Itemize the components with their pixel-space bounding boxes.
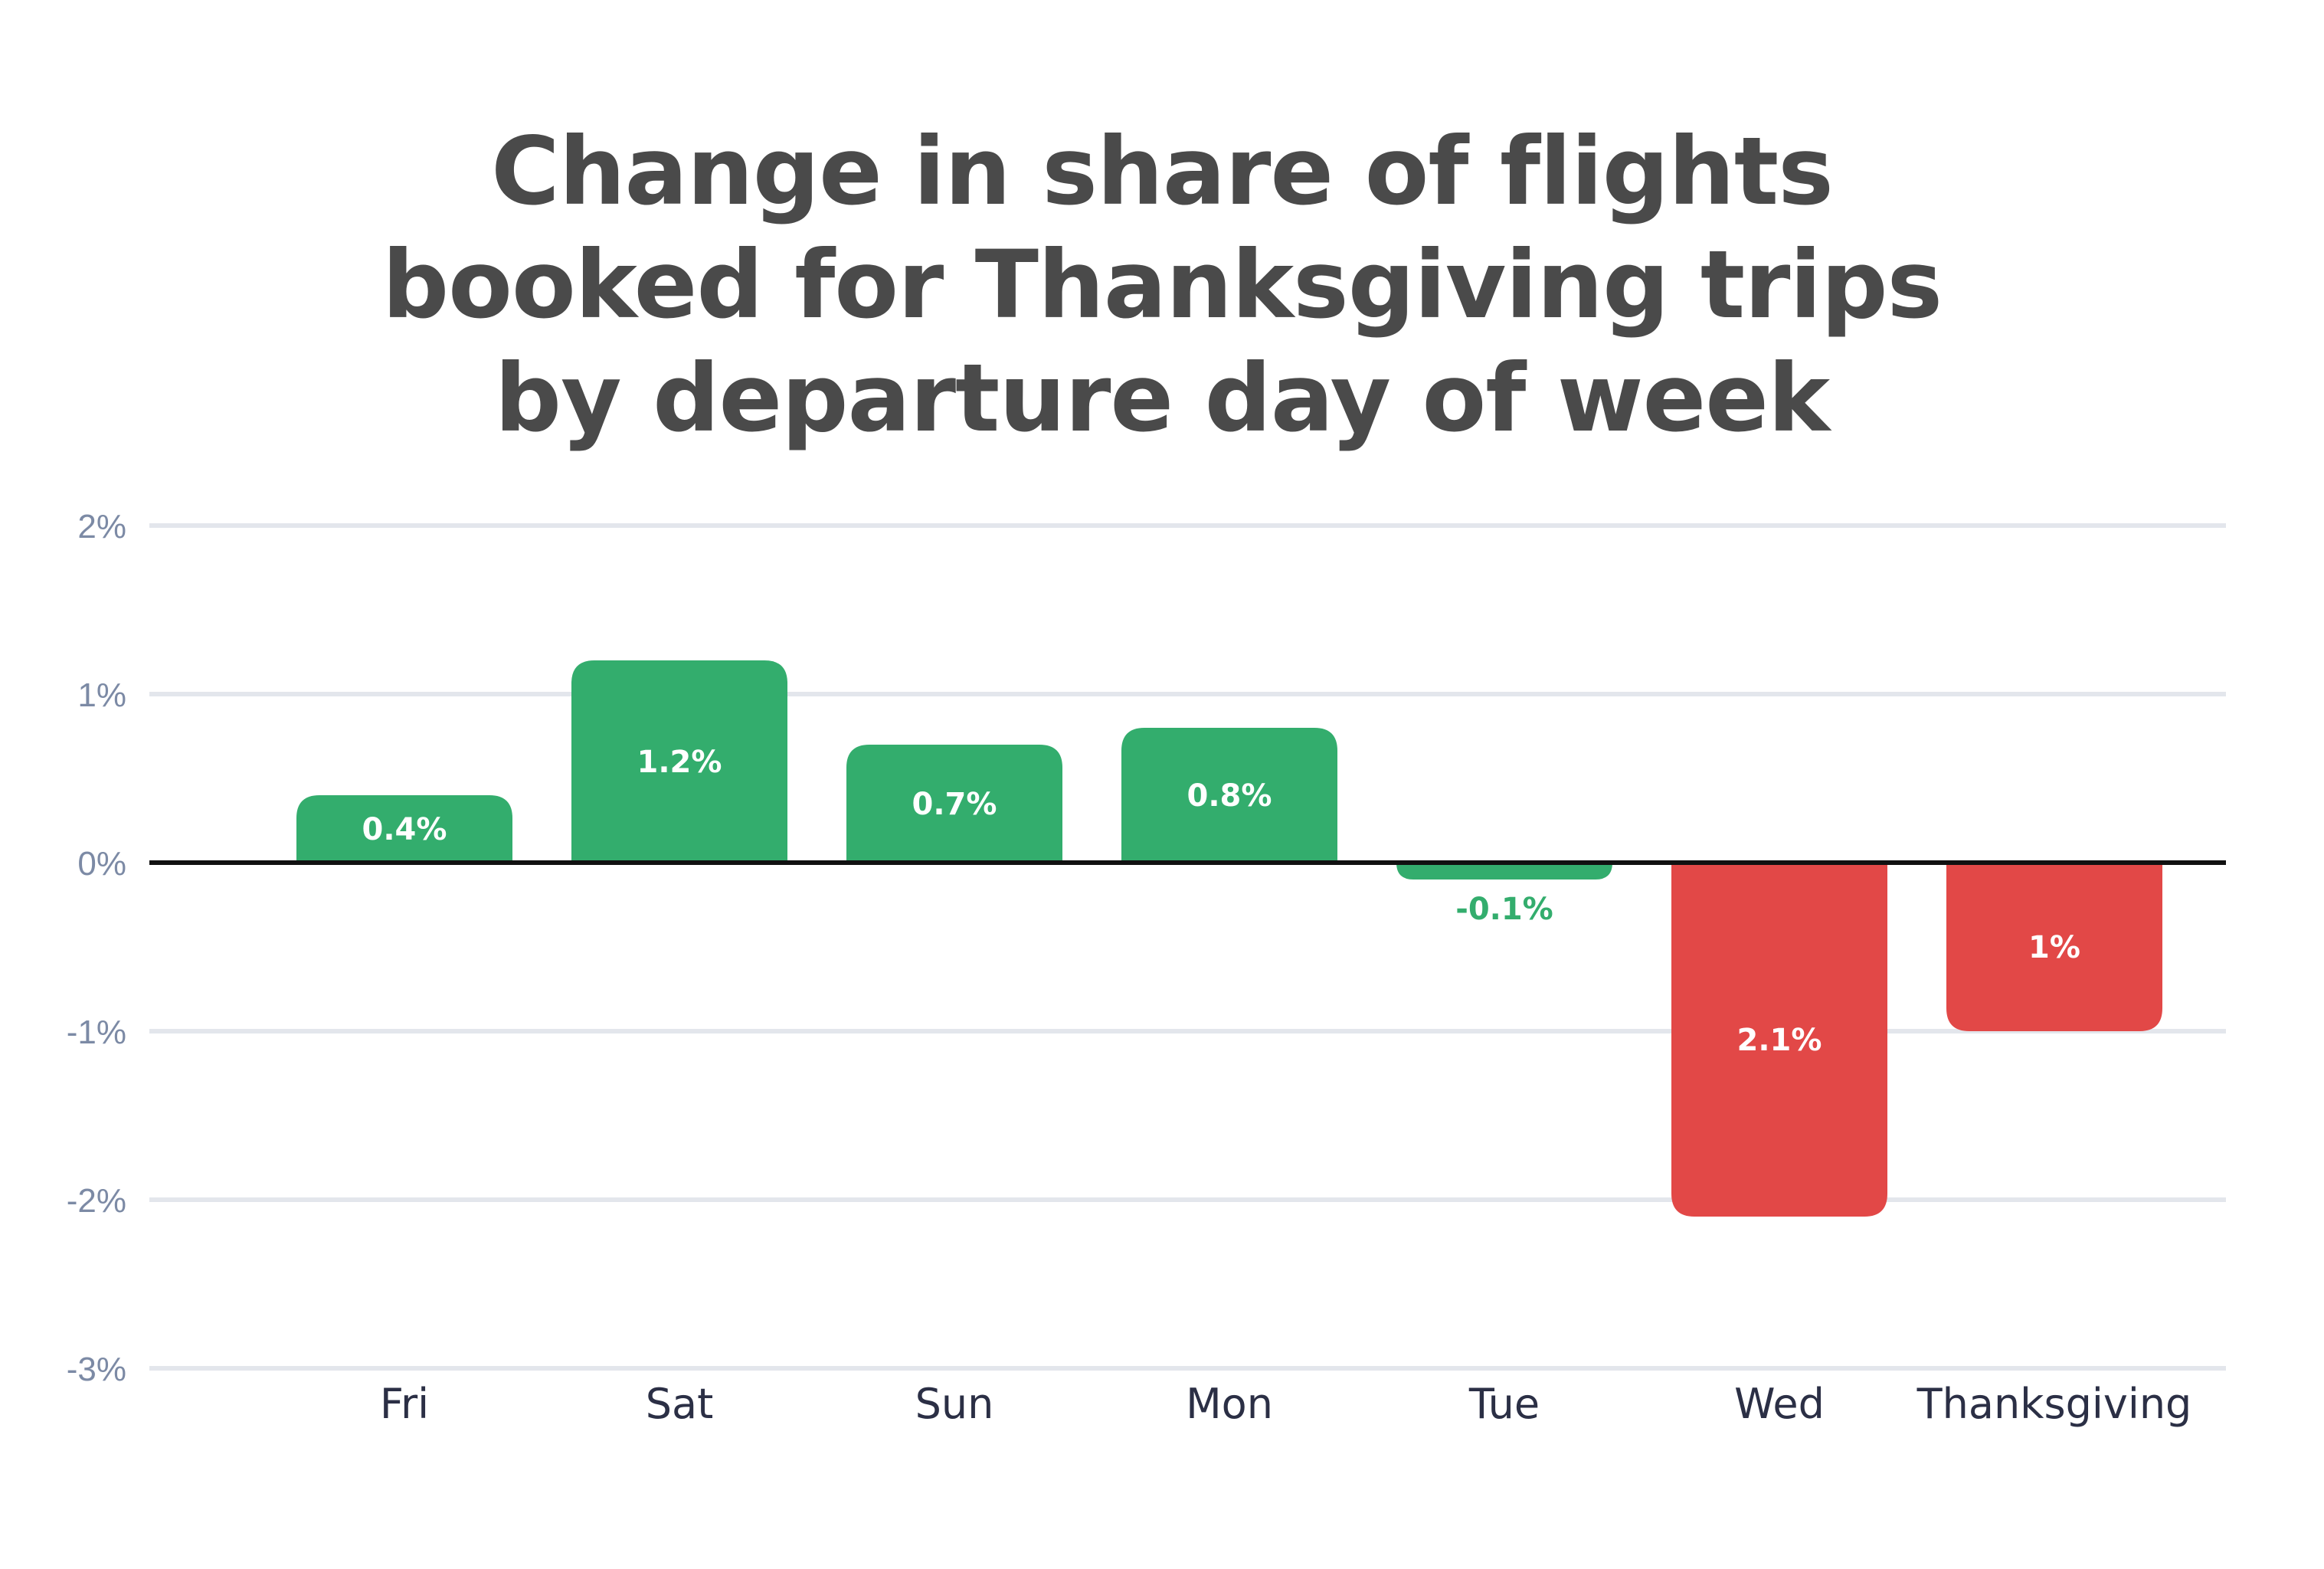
- bar-sat: [571, 660, 787, 863]
- x-tick-label: Sun: [915, 1380, 994, 1428]
- bar-value-label: 0.8%: [1187, 778, 1272, 814]
- chart-title: Change in share of flights booked for Th…: [0, 115, 2324, 455]
- y-tick-label: -3%: [67, 1351, 126, 1388]
- bar-sun: [846, 745, 1062, 863]
- bar-value-label: 2.1%: [1737, 1023, 1822, 1058]
- x-tick-label: Mon: [1186, 1380, 1273, 1428]
- bar-value-label: 1.2%: [637, 745, 722, 780]
- x-tick-label: Sat: [646, 1380, 714, 1428]
- x-tick-label: Tue: [1468, 1380, 1540, 1428]
- y-tick-label: 0%: [77, 845, 126, 883]
- bar-mon: [1121, 728, 1337, 863]
- y-tick-label: 1%: [77, 676, 126, 714]
- bar-value-label: -0.1%: [1455, 892, 1553, 927]
- bar-value-label: 1%: [2028, 930, 2080, 965]
- chart-title-line-2: booked for Thanksgiving trips: [381, 231, 1943, 339]
- bar-fri: [296, 795, 512, 863]
- chart-title-line-1: Change in share of flights: [491, 117, 1834, 226]
- bar-wed: [1671, 863, 1887, 1217]
- bar-thanksgiving: [1946, 863, 2162, 1031]
- bar-value-label: 0.4%: [362, 812, 447, 847]
- y-tick-label: -1%: [67, 1014, 126, 1051]
- y-tick-label: 2%: [77, 508, 126, 545]
- bar-value-label: 0.7%: [912, 787, 997, 822]
- x-tick-label: Fri: [380, 1380, 429, 1428]
- bar-tue: [1396, 863, 1612, 879]
- y-tick-label: -2%: [67, 1182, 126, 1220]
- x-tick-label: Wed: [1734, 1380, 1825, 1428]
- x-tick-label: Thanksgiving: [1916, 1380, 2192, 1428]
- chart-title-line-3: by departure day of week: [494, 344, 1830, 453]
